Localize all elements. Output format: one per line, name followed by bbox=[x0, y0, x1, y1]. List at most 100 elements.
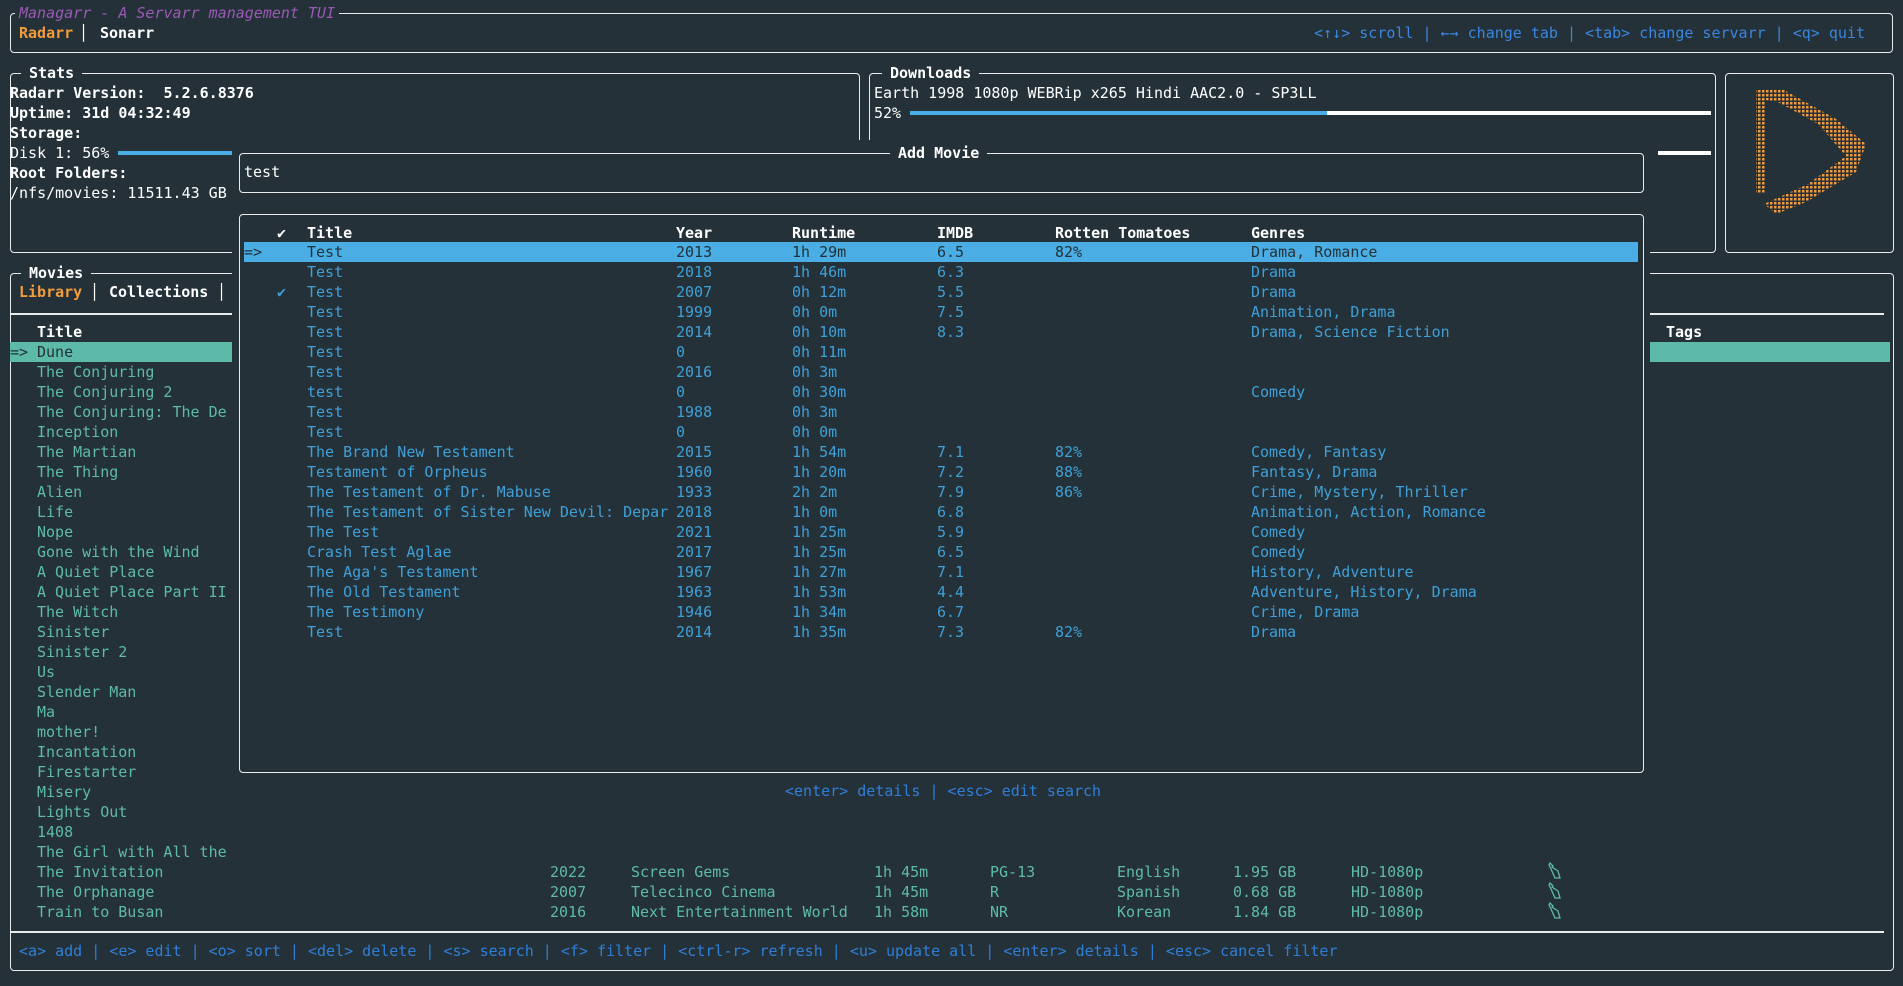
result-runtime: 0h 3m bbox=[792, 363, 838, 381]
library-row-title[interactable]: mother! bbox=[37, 723, 101, 741]
result-title[interactable]: Test bbox=[307, 403, 344, 421]
version-label: Radarr Version: bbox=[10, 84, 146, 102]
library-row-quality: HD-1080p bbox=[1351, 883, 1424, 901]
result-runtime: 0h 3m bbox=[792, 403, 838, 421]
result-genres: Drama bbox=[1251, 263, 1297, 281]
root-folder: /nfs/movies: 11511.43 GB bbox=[10, 184, 227, 202]
result-genres: Adventure, History, Drama bbox=[1251, 583, 1477, 601]
result-title[interactable]: Test bbox=[307, 243, 344, 261]
result-year: 2007 bbox=[676, 283, 713, 301]
library-row-title[interactable]: The Martian bbox=[37, 443, 137, 461]
library-row-title[interactable]: Train to Busan bbox=[37, 903, 164, 921]
library-row-title[interactable]: A Quiet Place bbox=[37, 563, 155, 581]
result-runtime: 0h 0m bbox=[792, 303, 838, 321]
result-genres: Drama, Romance bbox=[1251, 243, 1378, 261]
result-imdb: 6.5 bbox=[937, 243, 965, 261]
library-row-title[interactable]: The Conjuring bbox=[37, 363, 155, 381]
library-row-title[interactable]: The Conjuring: The De bbox=[37, 403, 227, 421]
library-row-title[interactable]: The Orphanage bbox=[37, 883, 155, 901]
result-title[interactable]: Test bbox=[307, 263, 344, 281]
library-row-language: English bbox=[1117, 863, 1181, 881]
result-title[interactable]: The Test bbox=[307, 523, 380, 541]
result-genres: Animation, Drama bbox=[1251, 303, 1396, 321]
library-row-title[interactable]: Lights Out bbox=[37, 803, 128, 821]
storage-label: Storage: bbox=[10, 124, 83, 142]
library-row-title[interactable]: The Invitation bbox=[37, 863, 164, 881]
result-year: 0 bbox=[676, 383, 686, 401]
result-title[interactable]: Test bbox=[307, 423, 344, 441]
result-imdb: 4.4 bbox=[937, 583, 965, 601]
result-year: 1963 bbox=[676, 583, 713, 601]
result-runtime: 1h 34m bbox=[792, 603, 847, 621]
add-movie-search-box[interactable]: Add Movie test bbox=[239, 143, 1644, 193]
library-row-title[interactable]: Incantation bbox=[37, 743, 137, 761]
library-row-title[interactable]: A Quiet Place Part II bbox=[37, 583, 227, 601]
result-imdb: 6.8 bbox=[937, 503, 965, 521]
library-row-title[interactable]: Misery bbox=[37, 783, 92, 801]
result-genres: Comedy bbox=[1251, 543, 1306, 561]
add-movie-title: Add Movie bbox=[890, 143, 988, 163]
result-title[interactable]: Test bbox=[307, 623, 344, 641]
result-title[interactable]: Crash Test Aglae bbox=[307, 543, 452, 561]
library-row-studio: Telecinco Cinema bbox=[631, 883, 776, 901]
result-year: 2015 bbox=[676, 443, 713, 461]
result-title[interactable]: The Aga's Testament bbox=[307, 563, 479, 581]
tab-collections[interactable]: Collections bbox=[109, 283, 209, 301]
library-row-title[interactable]: Ma bbox=[37, 703, 56, 721]
result-title[interactable]: The Testimony bbox=[307, 603, 425, 621]
tab-sonarr[interactable]: Sonarr bbox=[100, 24, 155, 42]
result-title[interactable]: test bbox=[307, 383, 344, 401]
result-title[interactable]: The Brand New Testament bbox=[307, 443, 515, 461]
library-row-title[interactable]: Nope bbox=[37, 523, 74, 541]
library-row-quality: HD-1080p bbox=[1351, 903, 1424, 921]
header-help: <↑↓> scroll | ←→ change tab | <tab> chan… bbox=[1314, 24, 1865, 42]
library-row-title[interactable]: Sinister bbox=[37, 623, 110, 641]
result-title[interactable]: The Testament of Dr. Mabuse bbox=[307, 483, 551, 501]
result-year: 1999 bbox=[676, 303, 713, 321]
search-input[interactable]: test bbox=[244, 163, 281, 181]
result-title[interactable]: Testament of Orpheus bbox=[307, 463, 488, 481]
library-row-quality: HD-1080p bbox=[1351, 863, 1424, 881]
result-title[interactable]: Test bbox=[307, 283, 344, 301]
library-row-title[interactable]: Sinister 2 bbox=[37, 643, 128, 661]
library-row-title[interactable]: 1408 bbox=[37, 823, 74, 841]
result-title[interactable]: The Testament of Sister New Devil: Depar bbox=[307, 503, 669, 521]
result-genres: Animation, Action, Romance bbox=[1251, 503, 1486, 521]
result-title[interactable]: Test bbox=[307, 363, 344, 381]
movies-help: <a> add | <e> edit | <o> sort | <del> de… bbox=[19, 942, 1338, 960]
library-row-title[interactable]: Us bbox=[37, 663, 56, 681]
result-title[interactable]: Test bbox=[307, 323, 344, 341]
library-row-runtime: 1h 58m bbox=[874, 903, 929, 921]
result-genres: Crime, Mystery, Thriller bbox=[1251, 483, 1468, 501]
library-row-title[interactable]: The Witch bbox=[37, 603, 119, 621]
library-row-title[interactable]: The Thing bbox=[37, 463, 119, 481]
library-row-title[interactable]: Alien bbox=[37, 483, 83, 501]
movies-title: Movies bbox=[21, 263, 92, 283]
tab-radarr[interactable]: Radarr bbox=[19, 24, 74, 42]
library-row-title[interactable]: Slender Man bbox=[37, 683, 137, 701]
library-row-title[interactable]: Firestarter bbox=[37, 763, 137, 781]
result-title[interactable]: The Old Testament bbox=[307, 583, 461, 601]
result-runtime: 1h 35m bbox=[792, 623, 847, 641]
tab-divider: │ bbox=[217, 283, 227, 301]
result-title[interactable]: Test bbox=[307, 303, 344, 321]
result-genres: Drama, Science Fiction bbox=[1251, 323, 1450, 341]
library-row-title[interactable]: The Conjuring 2 bbox=[37, 383, 173, 401]
result-year: 2021 bbox=[676, 523, 713, 541]
library-row-title[interactable]: Gone with the Wind bbox=[37, 543, 200, 561]
result-year: 2018 bbox=[676, 263, 713, 281]
library-row-title[interactable]: Life bbox=[37, 503, 74, 521]
library-row-title[interactable]: Dune bbox=[37, 343, 74, 361]
result-runtime: 0h 11m bbox=[792, 343, 847, 361]
result-year: 2018 bbox=[676, 503, 713, 521]
result-title[interactable]: Test bbox=[307, 343, 344, 361]
tab-library[interactable]: Library bbox=[19, 283, 83, 301]
library-row-rating: NR bbox=[990, 903, 1009, 921]
library-row-title[interactable]: The Girl with All the bbox=[37, 843, 227, 861]
tag-icon bbox=[1548, 861, 1562, 885]
result-genres: Comedy bbox=[1251, 383, 1306, 401]
uptime: Uptime: 31d 04:32:49 bbox=[10, 104, 191, 122]
result-imdb: 7.3 bbox=[937, 623, 965, 641]
library-row-title[interactable]: Inception bbox=[37, 423, 119, 441]
library-row-rating: R bbox=[990, 883, 1000, 901]
